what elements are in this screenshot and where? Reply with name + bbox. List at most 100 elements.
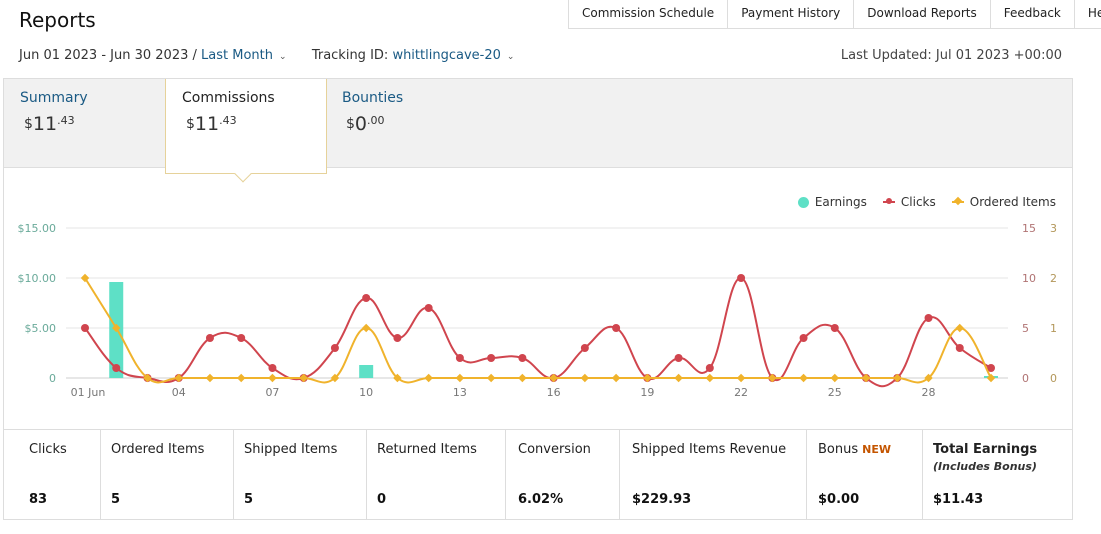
stat-label: Clicks (29, 442, 67, 457)
ordered-items-point (705, 373, 715, 383)
legend-ordered-items[interactable]: Ordered Items (951, 195, 1056, 209)
nav-feedback[interactable]: Feedback (991, 0, 1075, 29)
ordered-items-point (174, 373, 183, 383)
amount-whole: 11 (194, 113, 220, 135)
currency-symbol: $ (346, 116, 355, 132)
y-tick-right-clicks: 15 (1022, 222, 1036, 235)
earnings-tabs: Summary $11.43 Commissions $11.43 Bounti… (4, 79, 1072, 183)
tab-amount: $11.43 (24, 113, 140, 135)
x-tick-label: 01 Jun (71, 386, 106, 399)
ordered-items-point (268, 373, 277, 383)
period-label: Last Month (201, 48, 273, 63)
x-tick-label: 13 (453, 386, 467, 399)
last-updated: Last Updated: Jul 01 2023 +00:00 (840, 48, 1062, 63)
ordered-items-point (111, 323, 121, 333)
legend-label: Ordered Items (969, 195, 1056, 209)
ordered-items-point (80, 273, 90, 283)
report-panel: Summary $11.43 Commissions $11.43 Bounti… (3, 78, 1073, 520)
tracking-id-dropdown[interactable]: whittlingcave-20 ⌄ (392, 48, 514, 63)
tab-commissions[interactable]: Commissions $11.43 (165, 79, 327, 183)
ordered-items-point (643, 373, 652, 383)
nav-help[interactable]: Help (1075, 0, 1101, 29)
ordered-items-point (674, 373, 683, 383)
earnings-chart: $15.00 $10.00 $5.00 0 15 10 5 0 3 2 1 0 01 Jun 04 07 10… (4, 169, 1072, 427)
x-tick-label: 25 (828, 386, 842, 399)
stats-bar: Clicks 83 Ordered Items 5 Shipped Items … (4, 429, 1072, 519)
stat-label: Shipped Items Revenue (632, 442, 787, 457)
x-tick-label: 16 (547, 386, 561, 399)
tab-label: Bounties (342, 90, 404, 106)
amount-cents: .00 (367, 114, 385, 127)
stat-ordered-items: Ordered Items 5 (101, 430, 234, 519)
ordered-items-point (580, 373, 590, 383)
legend-swatch-clicks (882, 198, 895, 204)
x-tick-label: 04 (172, 386, 186, 399)
ordered-items-point (736, 373, 746, 383)
period-dropdown[interactable]: Last Month ⌄ (201, 48, 287, 63)
ordered-items-point (299, 373, 308, 383)
ordered-items-point (799, 373, 808, 383)
clicks-point (393, 334, 402, 342)
ordered-items-point (143, 373, 152, 383)
y-tick-left: $5.00 (25, 322, 57, 335)
stat-value: 5 (111, 492, 121, 507)
ordered-items-point (768, 373, 777, 383)
ordered-items-point (393, 373, 402, 383)
legend-earnings[interactable]: Earnings (797, 195, 867, 209)
nav-commission-schedule[interactable]: Commission Schedule (569, 0, 729, 29)
clicks-point (737, 274, 746, 282)
stat-label: Total Earnings (933, 442, 1038, 457)
clicks-point (674, 354, 683, 362)
x-tick-label: 10 (359, 386, 373, 399)
x-tick-label: 19 (640, 386, 654, 399)
amount-whole: 11 (32, 113, 58, 135)
ordered-items-point (330, 373, 340, 383)
y-tick-right-clicks: 10 (1022, 272, 1036, 285)
stat-returned-items: Returned Items 0 (367, 430, 506, 519)
clicks-point (362, 294, 371, 302)
stat-shipped-items: Shipped Items 5 (234, 430, 367, 519)
ordered-items-point (955, 323, 965, 333)
tab-bounties[interactable]: Bounties $0.00 (342, 79, 462, 168)
stat-value: 6.02% (518, 492, 564, 507)
stat-label-bonus: Bonus NEW (818, 442, 922, 478)
legend-clicks[interactable]: Clicks (882, 195, 936, 209)
clicks-point (330, 344, 339, 352)
stat-label: Conversion (518, 442, 591, 457)
x-tick-label: 22 (734, 386, 748, 399)
clicks-point (268, 364, 277, 372)
chart-legend: Earnings Clicks Ordered Items (797, 195, 1056, 209)
legend-swatch-ordered-items (951, 196, 964, 206)
stat-value: 83 (29, 492, 48, 507)
ordered-items-point (893, 373, 902, 383)
ordered-items-line (84, 277, 992, 384)
stat-shipped-revenue: Shipped Items Revenue $229.93 (620, 430, 807, 519)
clicks-point (81, 324, 89, 332)
ordered-items-point (424, 373, 433, 383)
legend-swatch-earnings (797, 196, 809, 208)
stat-bonus: Bonus NEW $0.00 (807, 430, 923, 519)
stat-label: Bonus (818, 442, 859, 457)
clicks-point (424, 304, 433, 312)
y-tick-left: $10.00 (18, 272, 57, 285)
stat-sublabel: (Includes Bonus) (933, 460, 1037, 473)
chevron-down-icon: ⌄ (278, 52, 287, 62)
new-badge: NEW (862, 443, 891, 456)
tab-summary[interactable]: Summary $11.43 (20, 79, 140, 168)
nav-payment-history[interactable]: Payment History (728, 0, 855, 29)
ordered-items-point (205, 373, 215, 383)
stat-label: Ordered Items (111, 442, 205, 457)
report-filters: Jun 01 2023 - Jun 30 2023 / Last Month ⌄ … (19, 48, 514, 63)
date-range: Jun 01 2023 - Jun 30 2023 / (19, 48, 197, 63)
clicks-point (612, 324, 621, 332)
ordered-items-point (986, 373, 996, 383)
ordered-items-point (236, 373, 246, 383)
ordered-items-point (486, 373, 496, 383)
stat-clicks: Clicks 83 (4, 430, 101, 519)
ordered-items-point (549, 373, 558, 383)
clicks-point (955, 344, 964, 352)
y-tick-left: 0 (49, 372, 56, 385)
clicks-point (237, 334, 246, 342)
nav-download-reports[interactable]: Download Reports (854, 0, 991, 29)
